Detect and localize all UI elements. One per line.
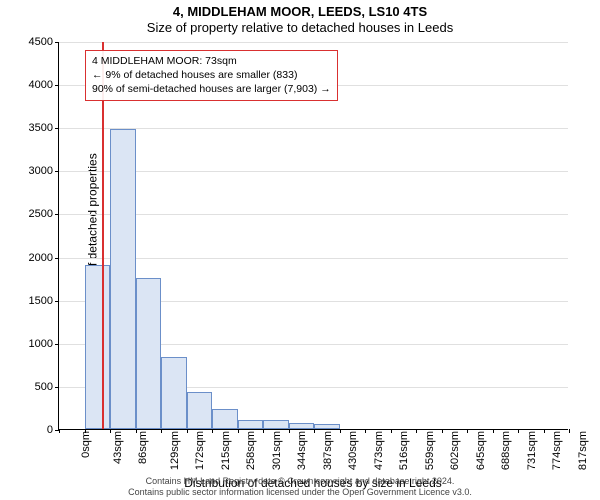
xtick-label: 559sqm: [424, 431, 436, 470]
xtick-label: 473sqm: [373, 431, 385, 470]
histogram-bar: [187, 392, 213, 429]
xtick-label: 43sqm: [112, 431, 124, 464]
xtick-mark: [314, 429, 315, 433]
xtick-mark: [416, 429, 417, 433]
plot-area: 4 MIDDLEHAM MOOR: 73sqm ← 9% of detached…: [58, 42, 568, 430]
ytick-mark: [55, 258, 59, 259]
xtick-label: 387sqm: [322, 431, 334, 470]
histogram-bar: [110, 129, 136, 429]
histogram-bar: [212, 409, 238, 429]
histogram-bar: [238, 420, 264, 429]
xtick-label: 774sqm: [551, 431, 563, 470]
ytick-label: 0: [47, 424, 53, 436]
ytick-label: 3500: [29, 122, 53, 134]
footer-attribution: Contains HM Land Registry data © Crown c…: [0, 476, 600, 499]
footer-line2: Contains public sector information licen…: [0, 487, 600, 498]
annotation-line3: 90% of semi-detached houses are larger (…: [92, 82, 331, 96]
ytick-mark: [55, 344, 59, 345]
xtick-label: 258sqm: [245, 431, 257, 470]
xtick-mark: [467, 429, 468, 433]
xtick-label: 602sqm: [449, 431, 461, 470]
xtick-label: 516sqm: [398, 431, 410, 470]
xtick-mark: [59, 429, 60, 433]
xtick-mark: [187, 429, 188, 433]
xtick-label: 688sqm: [500, 431, 512, 470]
ytick-mark: [55, 301, 59, 302]
xtick-mark: [544, 429, 545, 433]
ytick-label: 3000: [29, 165, 53, 177]
xtick-label: 731sqm: [526, 431, 538, 470]
histogram-bar: [263, 420, 289, 429]
ytick-label: 500: [35, 381, 53, 393]
xtick-label: 430sqm: [347, 431, 359, 470]
gridline-h: [59, 42, 568, 43]
ytick-label: 2500: [29, 208, 53, 220]
xtick-mark: [391, 429, 392, 433]
xtick-label: 86sqm: [137, 431, 149, 464]
ytick-mark: [55, 85, 59, 86]
xtick-mark: [212, 429, 213, 433]
ytick-label: 1500: [29, 295, 53, 307]
histogram-bar: [289, 423, 315, 429]
annotation-box: 4 MIDDLEHAM MOOR: 73sqm ← 9% of detached…: [85, 50, 338, 101]
ytick-label: 2000: [29, 252, 53, 264]
histogram-chart: Number of detached properties 4 MIDDLEHA…: [58, 42, 568, 430]
xtick-mark: [340, 429, 341, 433]
histogram-bar: [161, 357, 187, 429]
ytick-mark: [55, 171, 59, 172]
ytick-label: 4000: [29, 79, 53, 91]
xtick-mark: [110, 429, 111, 433]
xtick-label: 0sqm: [80, 431, 92, 458]
ytick-mark: [55, 387, 59, 388]
histogram-bar: [136, 278, 162, 429]
footer-line1: Contains HM Land Registry data © Crown c…: [0, 476, 600, 487]
histogram-bar: [314, 424, 340, 429]
xtick-mark: [85, 429, 86, 433]
ytick-mark: [55, 214, 59, 215]
xtick-mark: [365, 429, 366, 433]
xtick-mark: [238, 429, 239, 433]
xtick-mark: [263, 429, 264, 433]
ytick-label: 1000: [29, 338, 53, 350]
xtick-mark: [136, 429, 137, 433]
annotation-line2: ← 9% of detached houses are smaller (833…: [92, 68, 331, 82]
ytick-mark: [55, 42, 59, 43]
xtick-label: 129sqm: [169, 431, 181, 470]
page-title-line2: Size of property relative to detached ho…: [0, 20, 600, 35]
histogram-bar: [85, 265, 111, 429]
xtick-label: 645sqm: [475, 431, 487, 470]
xtick-mark: [518, 429, 519, 433]
page-title-line1: 4, MIDDLEHAM MOOR, LEEDS, LS10 4TS: [0, 4, 600, 19]
ytick-mark: [55, 128, 59, 129]
xtick-label: 817sqm: [577, 431, 589, 470]
xtick-label: 301sqm: [271, 431, 283, 470]
xtick-mark: [569, 429, 570, 433]
xtick-mark: [442, 429, 443, 433]
xtick-mark: [161, 429, 162, 433]
xtick-label: 172sqm: [194, 431, 206, 470]
ytick-label: 4500: [29, 36, 53, 48]
xtick-label: 344sqm: [296, 431, 308, 470]
xtick-label: 215sqm: [220, 431, 232, 470]
xtick-mark: [493, 429, 494, 433]
xtick-mark: [289, 429, 290, 433]
annotation-line1: 4 MIDDLEHAM MOOR: 73sqm: [92, 54, 331, 68]
